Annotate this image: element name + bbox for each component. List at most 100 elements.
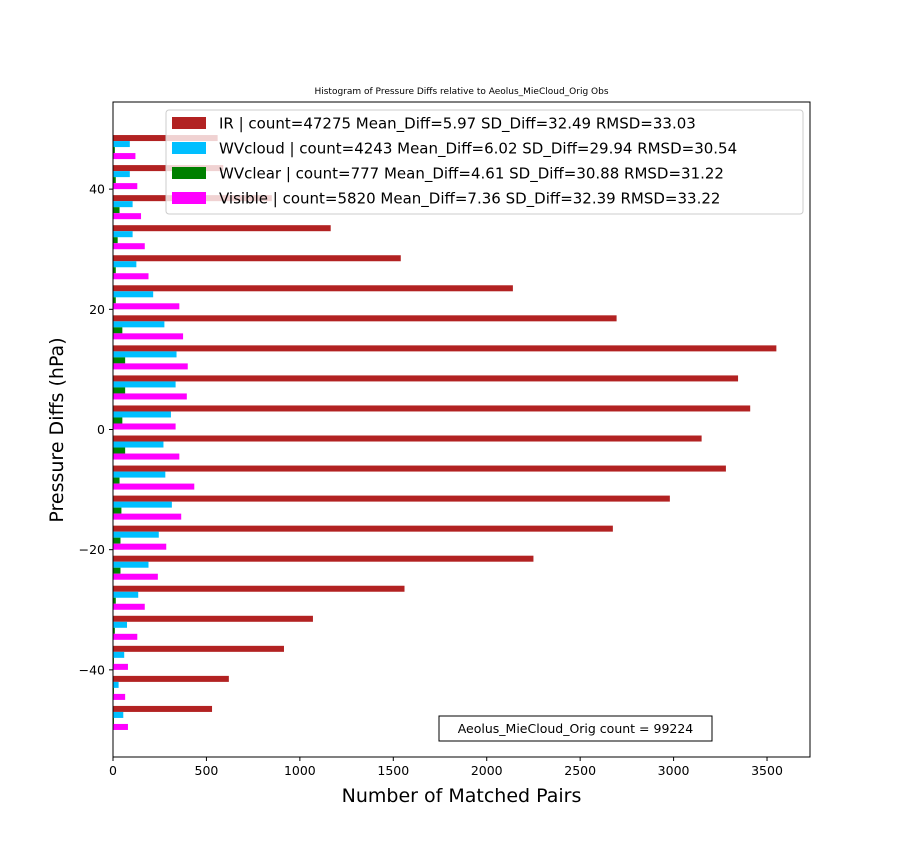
bar-ir-11 [113,375,739,382]
bar-wvcloud-7 [113,501,172,508]
y-tick-label: 20 [89,302,105,317]
bar-wvclear-18 [113,177,116,184]
bar-wvcloud-19 [113,141,130,148]
bar-visible-3 [113,633,138,640]
bar-wvclear-5 [113,567,121,574]
bar-wvclear-13 [113,327,123,334]
x-axis-ticks: 0 500 1000 1500 2000 2500 3000 3500 [109,757,783,778]
y-axis-label: Pressure Diffs (hPa) [46,337,68,522]
bar-visible-14 [113,303,180,310]
count-annotation: Aeolus_MieCloud_Orig count = 99224 [438,715,713,742]
bar-ir-4 [113,585,405,592]
annotation-text: Aeolus_MieCloud_Orig count = 99224 [458,721,694,736]
bar-wvcloud-17 [113,201,133,208]
bar-ir-12 [113,345,777,352]
bars-group [113,135,777,730]
y-axis-ticks: −40 −20 0 20 40 [79,182,113,677]
bar-ir-6 [113,525,613,532]
bar-ir-5 [113,555,534,562]
bar-visible-15 [113,273,149,280]
bar-wvcloud-14 [113,291,154,298]
legend: IR | count=47275 Mean_Diff=5.97 SD_Diff=… [165,109,804,215]
bar-ir-3 [113,615,313,622]
bar-wvcloud-9 [113,441,164,448]
bar-visible-13 [113,333,184,340]
bar-wvcloud-4 [113,591,139,598]
bar-ir-0 [113,705,213,712]
bar-visible-1 [113,693,126,700]
bar-wvclear-12 [113,357,126,364]
legend-label: WVclear | count=777 Mean_Diff=4.61 SD_Di… [219,165,724,184]
bar-wvcloud-12 [113,351,177,358]
x-tick-label: 500 [195,763,219,778]
legend-box [165,109,804,215]
y-tick-label: 40 [89,182,105,197]
bar-wvclear-7 [113,507,122,514]
y-tick-label: −20 [79,542,105,557]
bar-wvclear-19 [113,147,115,154]
legend-label: IR | count=47275 Mean_Diff=5.97 SD_Diff=… [219,115,696,134]
bar-ir-15 [113,255,401,262]
bar-wvcloud-6 [113,531,159,538]
bar-visible-19 [113,153,136,160]
legend-swatch [172,117,206,129]
x-tick-label: 1500 [377,763,409,778]
bar-wvclear-16 [113,237,118,244]
bar-wvclear-3 [113,627,115,634]
bar-wvcloud-11 [113,381,176,388]
bar-wvcloud-15 [113,261,137,268]
bar-visible-11 [113,393,187,400]
legend-label: Visible | count=5820 Mean_Diff=7.36 SD_D… [219,190,720,209]
bar-visible-16 [113,243,145,250]
legend-label: WVcloud | count=4243 Mean_Diff=6.02 SD_D… [219,140,737,159]
bar-wvclear-17 [113,207,120,214]
x-tick-label: 1000 [284,763,316,778]
bar-wvclear-11 [113,387,126,394]
bar-wvclear-4 [113,597,116,604]
bar-visible-9 [113,453,180,460]
bar-ir-19 [113,135,218,142]
bar-wvclear-14 [113,297,116,304]
x-axis-label: Number of Matched Pairs [342,785,582,807]
bar-ir-16 [113,225,331,232]
bar-visible-5 [113,573,158,580]
bar-visible-18 [113,183,138,190]
bar-wvcloud-10 [113,411,171,418]
legend-swatch [172,142,206,154]
bar-visible-2 [113,663,128,670]
plot-area-frame [112,101,811,758]
bar-visible-8 [113,483,195,490]
bar-wvclear-6 [113,537,121,544]
bar-wvcloud-0 [113,711,124,718]
bar-wvcloud-2 [113,651,125,658]
legend-swatch [172,192,206,204]
x-tick-label: 3000 [658,763,690,778]
bar-visible-4 [113,603,145,610]
bar-visible-6 [113,543,167,550]
bar-ir-10 [113,405,751,412]
legend-swatch [172,167,206,179]
chart-title: Histogram of Pressure Diffs relative to … [314,87,608,97]
bar-wvcloud-8 [113,471,166,478]
bar-wvcloud-18 [113,171,130,178]
bar-wvclear-10 [113,417,123,424]
bar-wvcloud-3 [113,621,128,628]
bar-wvclear-15 [113,267,116,274]
bar-ir-2 [113,645,284,652]
bar-ir-14 [113,285,513,292]
x-tick-label: 2000 [471,763,503,778]
bar-wvcloud-5 [113,561,149,568]
bar-ir-7 [113,495,670,502]
bar-wvcloud-13 [113,321,165,328]
x-tick-label: 3500 [751,763,783,778]
y-tick-label: −40 [79,662,105,677]
annotation-box [438,715,713,742]
x-tick-label: 0 [109,763,117,778]
x-tick-label: 2500 [564,763,596,778]
bar-ir-8 [113,465,726,472]
bar-wvclear-8 [113,477,120,484]
bar-wvclear-9 [113,447,126,454]
bar-visible-0 [113,723,128,730]
bar-ir-13 [113,315,617,322]
